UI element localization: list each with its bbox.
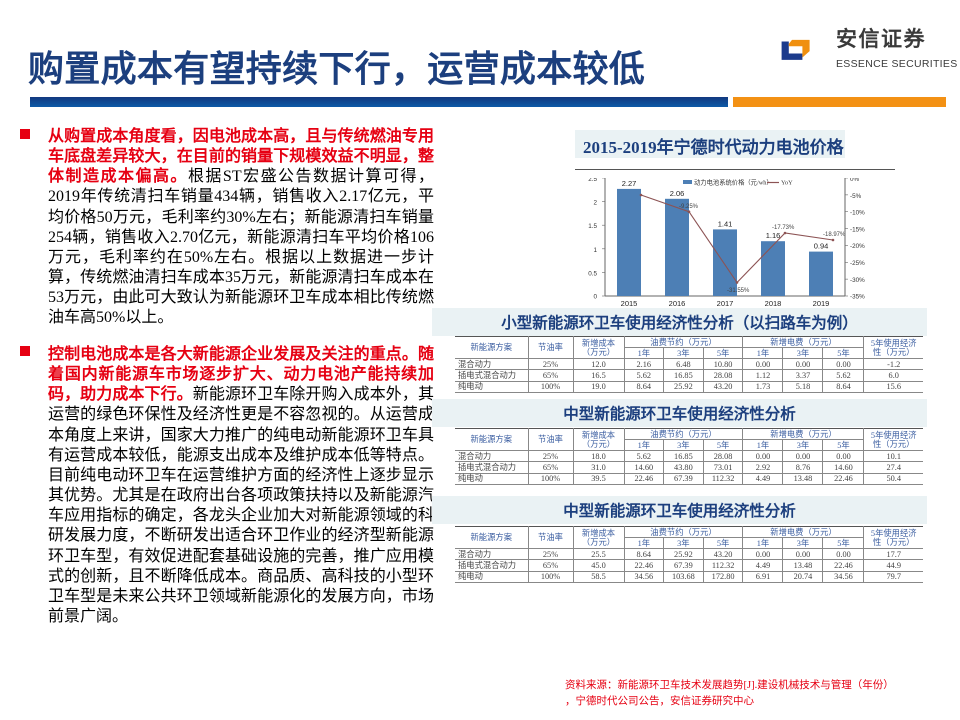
svg-text:2015: 2015 <box>621 299 638 308</box>
svg-text:2.27: 2.27 <box>622 179 637 188</box>
svg-text:-18.97%: -18.97% <box>823 232 846 238</box>
svg-text:1.41: 1.41 <box>718 219 733 228</box>
svg-text:-9.25%: -9.25% <box>679 204 699 210</box>
svg-text:-31.55%: -31.55% <box>727 288 750 294</box>
svg-text:-30%: -30% <box>850 277 865 284</box>
svg-text:2018: 2018 <box>765 299 782 308</box>
svg-text:0%: 0% <box>850 178 860 183</box>
svg-text:2019: 2019 <box>813 299 830 308</box>
svg-text:2.5: 2.5 <box>588 178 597 183</box>
svg-text:0: 0 <box>593 294 597 301</box>
svg-text:-35%: -35% <box>850 294 865 301</box>
svg-text:动力电池系统价格（元/wh）: 动力电池系统价格（元/wh） <box>694 178 773 187</box>
svg-text:1.5: 1.5 <box>588 223 597 230</box>
svg-text:-5%: -5% <box>850 193 862 200</box>
svg-text:-15%: -15% <box>850 226 865 233</box>
svg-text:0.5: 0.5 <box>588 270 597 277</box>
svg-text:1: 1 <box>593 247 597 254</box>
svg-text:2.06: 2.06 <box>670 189 685 198</box>
svg-text:-20%: -20% <box>850 243 865 250</box>
svg-text:2: 2 <box>593 200 597 207</box>
svg-text:0.94: 0.94 <box>814 242 829 251</box>
svg-text:-25%: -25% <box>850 260 865 267</box>
svg-text:2017: 2017 <box>717 299 734 308</box>
svg-text:YoY: YoY <box>781 180 793 187</box>
svg-text:-10%: -10% <box>850 210 865 217</box>
svg-text:2016: 2016 <box>669 299 686 308</box>
svg-text:1.16: 1.16 <box>766 231 781 240</box>
svg-text:-17.73%: -17.73% <box>772 225 795 231</box>
